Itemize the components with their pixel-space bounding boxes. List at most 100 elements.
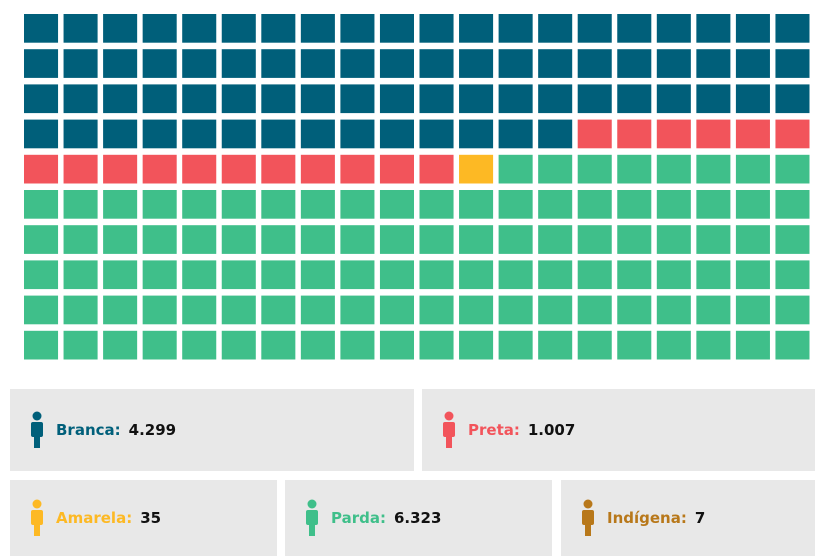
waffle-cell [63, 14, 98, 43]
waffle-cell [498, 190, 533, 219]
waffle-cell [775, 190, 810, 219]
waffle-cell [656, 84, 691, 114]
waffle-cell [261, 225, 296, 254]
waffle-cell [696, 14, 731, 43]
waffle-cell [261, 330, 296, 360]
waffle-cell [498, 260, 533, 290]
waffle-cell [103, 190, 138, 219]
waffle-cell [656, 119, 691, 149]
waffle-cell [142, 225, 177, 254]
waffle-cell [300, 225, 335, 254]
waffle-cell [63, 84, 98, 114]
waffle-cell [103, 154, 138, 184]
waffle-cell [300, 330, 335, 360]
waffle-cell [103, 225, 138, 254]
waffle-cell [103, 84, 138, 114]
waffle-cell [379, 14, 414, 43]
waffle-cell [379, 295, 414, 325]
waffle-cell [419, 154, 454, 184]
waffle-cell [656, 330, 691, 360]
waffle-cell [261, 119, 296, 149]
waffle-cell [340, 154, 375, 184]
waffle-cell [300, 84, 335, 114]
waffle-cell [221, 225, 256, 254]
waffle-cell [142, 49, 177, 78]
waffle-cell [538, 14, 573, 43]
waffle-cell [379, 84, 414, 114]
waffle-cell [63, 330, 98, 360]
waffle-cell [63, 119, 98, 149]
waffle-cell [221, 119, 256, 149]
waffle-cell [142, 14, 177, 43]
waffle-cell [656, 49, 691, 78]
waffle-cell [459, 330, 494, 360]
waffle-cell [379, 119, 414, 149]
waffle-cell [340, 49, 375, 78]
waffle-cell [617, 260, 652, 290]
waffle-cell [221, 84, 256, 114]
waffle-cell [656, 154, 691, 184]
waffle-cell [735, 84, 770, 114]
waffle-cell [775, 14, 810, 43]
waffle-cell [142, 190, 177, 219]
legend-value: 35 [140, 509, 162, 527]
waffle-cell [419, 84, 454, 114]
waffle-cell [261, 84, 296, 114]
waffle-cell [538, 295, 573, 325]
waffle-cell [617, 14, 652, 43]
waffle-cell [340, 190, 375, 219]
waffle-cell [459, 84, 494, 114]
waffle-cell [498, 225, 533, 254]
waffle-cell [300, 295, 335, 325]
waffle-cell [419, 295, 454, 325]
waffle-cell [24, 119, 59, 149]
person-icon [443, 411, 455, 448]
waffle-cell [498, 49, 533, 78]
waffle-cell [696, 119, 731, 149]
waffle-cell [24, 154, 59, 184]
waffle-cell [419, 190, 454, 219]
waffle-cell [300, 119, 335, 149]
waffle-cell [24, 84, 59, 114]
waffle-cell [656, 190, 691, 219]
waffle-cell [103, 49, 138, 78]
legend-label: Branca [56, 421, 121, 439]
waffle-cell [379, 330, 414, 360]
waffle-cell [300, 154, 335, 184]
waffle-cell [340, 330, 375, 360]
waffle-cell [656, 260, 691, 290]
waffle-cell [221, 260, 256, 290]
waffle-cell [63, 154, 98, 184]
waffle-cell [142, 260, 177, 290]
waffle-cell [577, 119, 612, 149]
waffle-cell [735, 260, 770, 290]
waffle-cell [735, 49, 770, 78]
waffle-cell [63, 190, 98, 219]
waffle-cell [498, 14, 533, 43]
waffle-cell [459, 260, 494, 290]
waffle-cell [221, 330, 256, 360]
waffle-cell [340, 14, 375, 43]
waffle-grid [24, 14, 810, 360]
waffle-cell [696, 49, 731, 78]
waffle-cell [300, 260, 335, 290]
waffle-cell [775, 295, 810, 325]
waffle-cell [775, 49, 810, 78]
waffle-cell [221, 154, 256, 184]
person-icon [31, 499, 43, 536]
waffle-cell [24, 330, 59, 360]
waffle-cell [459, 49, 494, 78]
waffle-cell [261, 260, 296, 290]
waffle-cell [221, 49, 256, 78]
waffle-cell [24, 49, 59, 78]
waffle-cell [538, 49, 573, 78]
waffle-cell [775, 330, 810, 360]
waffle-cell [538, 330, 573, 360]
waffle-cell [775, 84, 810, 114]
waffle-cell [300, 49, 335, 78]
waffle-cell [656, 295, 691, 325]
waffle-cell [775, 154, 810, 184]
waffle-cell [182, 190, 217, 219]
waffle-cell [735, 295, 770, 325]
waffle-cell [182, 260, 217, 290]
